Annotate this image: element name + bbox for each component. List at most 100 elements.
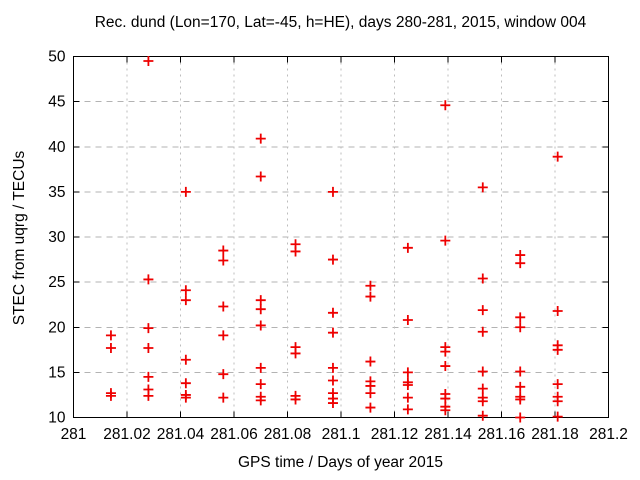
x-tick-label: 281.04 — [157, 426, 205, 443]
data-point-marker — [365, 388, 376, 399]
x-tick-label: 281.16 — [478, 426, 525, 443]
data-point-marker — [552, 151, 563, 162]
data-point-marker — [477, 273, 488, 284]
data-point-marker — [143, 274, 154, 285]
data-point-marker — [477, 326, 488, 337]
y-tick-label: 20 — [48, 319, 66, 336]
data-point-marker — [515, 258, 526, 269]
data-point-marker — [365, 291, 376, 302]
data-point-marker — [180, 186, 191, 197]
data-point-marker — [218, 301, 229, 312]
data-point-marker — [255, 133, 266, 144]
data-point-marker — [143, 390, 154, 401]
data-point-marker — [327, 254, 338, 265]
data-point-marker — [143, 371, 154, 382]
data-point-marker — [290, 348, 301, 359]
data-point-marker — [218, 245, 229, 256]
data-point-marker — [552, 411, 563, 422]
data-point-marker — [365, 280, 376, 291]
x-tick-label: 281.02 — [103, 426, 150, 443]
data-point-marker — [180, 378, 191, 389]
data-point-marker — [515, 312, 526, 323]
y-tick-label: 45 — [48, 94, 65, 111]
x-tick-label: 281.12 — [371, 426, 418, 443]
data-point-marker — [105, 343, 116, 354]
x-tick-label: 281 — [61, 426, 87, 443]
y-tick-label: 50 — [48, 49, 66, 66]
y-tick-label: 30 — [48, 229, 66, 246]
data-point-marker — [402, 404, 413, 415]
data-point-marker — [365, 356, 376, 367]
data-point-marker — [255, 379, 266, 390]
data-point-marker — [218, 369, 229, 380]
data-point-marker — [105, 330, 116, 341]
y-tick-label: 35 — [48, 184, 65, 201]
data-point-marker — [440, 346, 451, 357]
data-point-marker — [290, 246, 301, 257]
data-point-marker — [477, 366, 488, 377]
data-point-marker — [180, 285, 191, 296]
data-point-marker — [290, 394, 301, 405]
data-point-marker — [255, 304, 266, 315]
data-point-marker — [477, 396, 488, 407]
data-point-marker — [402, 367, 413, 378]
data-point-marker — [402, 242, 413, 253]
data-point-marker — [515, 394, 526, 405]
data-point-marker — [255, 362, 266, 373]
data-point-marker — [515, 322, 526, 333]
data-point-marker — [440, 235, 451, 246]
y-tick-label: 10 — [48, 410, 66, 427]
x-tick-label: 281.08 — [264, 426, 311, 443]
data-point-marker — [327, 375, 338, 386]
data-point-marker — [515, 412, 526, 423]
chart-title: Rec. dund (Lon=170, Lat=-45, h=HE), days… — [94, 14, 587, 31]
data-point-marker — [440, 405, 451, 416]
data-point-marker — [477, 410, 488, 421]
data-point-marker — [552, 306, 563, 317]
data-point-marker — [218, 330, 229, 341]
data-point-marker — [515, 381, 526, 392]
x-axis-label: GPS time / Days of year 2015 — [237, 454, 444, 471]
data-point-marker — [327, 186, 338, 197]
data-point-marker — [402, 392, 413, 403]
data-point-marker — [255, 295, 266, 306]
y-tick-label: 40 — [48, 139, 66, 156]
data-point-marker — [327, 398, 338, 409]
x-tick-label: 281.14 — [424, 426, 472, 443]
data-point-marker — [143, 56, 154, 67]
data-point-marker — [327, 327, 338, 338]
x-tick-label: 281.1 — [322, 426, 361, 443]
x-tick-label: 281.06 — [210, 426, 257, 443]
data-point-marker — [218, 255, 229, 266]
data-point-marker — [218, 392, 229, 403]
data-point-marker — [255, 171, 266, 182]
data-point-marker — [477, 383, 488, 394]
data-point-marker — [440, 100, 451, 111]
data-point-marker — [365, 402, 376, 413]
data-point-marker — [552, 379, 563, 390]
data-point-marker — [255, 395, 266, 406]
data-point-marker — [552, 396, 563, 407]
y-tick-label: 25 — [48, 274, 65, 291]
data-point-marker — [180, 295, 191, 306]
data-point-marker — [402, 315, 413, 326]
data-point-marker — [515, 366, 526, 377]
data-point-marker — [402, 380, 413, 391]
y-tick-label: 15 — [48, 364, 65, 381]
data-point-marker — [180, 392, 191, 403]
data-point-marker — [327, 362, 338, 373]
data-point-marker — [552, 344, 563, 355]
x-tick-label: 281.18 — [531, 426, 578, 443]
data-point-marker — [143, 343, 154, 354]
data-point-marker — [143, 323, 154, 334]
data-point-marker — [255, 320, 266, 331]
data-point-marker — [327, 307, 338, 318]
data-point-marker — [105, 390, 116, 401]
x-tick-label: 281.2 — [589, 426, 628, 443]
data-point-marker — [477, 305, 488, 316]
data-point-marker — [440, 361, 451, 372]
data-point-marker — [477, 182, 488, 193]
data-point-marker — [180, 354, 191, 365]
